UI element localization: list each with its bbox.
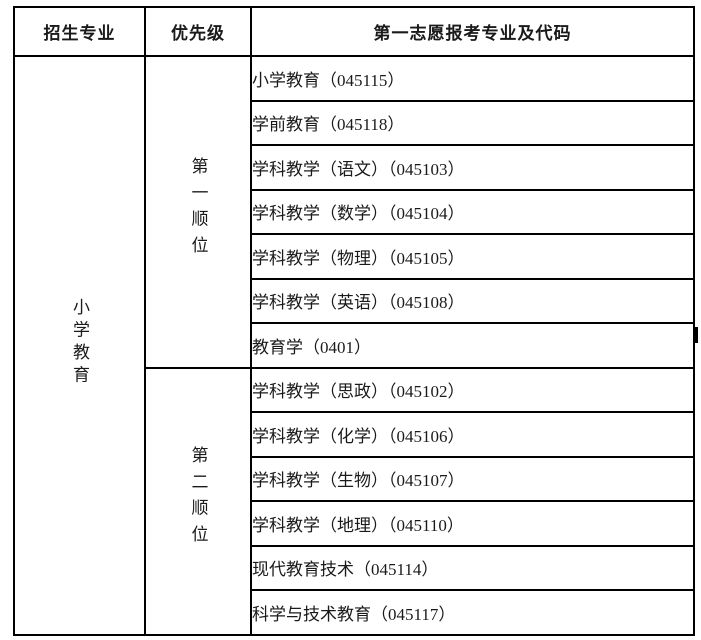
header-admission-major: 招生专业 — [13, 6, 146, 57]
priority-first-vertical-label: 第一顺位 — [188, 156, 208, 262]
major-option: 学科教学（数学）（045104） — [250, 188, 695, 235]
major-option: 现代教育技术（045114） — [250, 544, 695, 591]
major-option: 学科教学（语文）（045103） — [250, 144, 695, 191]
table-row: 学科教学（地理）（045110） — [14, 500, 695, 547]
priority-second-cell: 第二顺位 — [144, 366, 252, 636]
major-option: 小学教育（045115） — [250, 55, 695, 102]
table-header-row: 招生专业 优先级 第一志愿报考专业及代码 — [13, 6, 695, 57]
admission-majors-table: 招生专业 优先级 第一志愿报考专业及代码 小学教育 第一顺位 小学教育（0451… — [13, 6, 695, 636]
table-row: 学科教学（英语）（045108） — [14, 277, 695, 324]
table-row: 学科教学（物理）（045105） — [14, 233, 695, 280]
admission-major-vertical-label: 小学教育 — [70, 297, 89, 388]
table-row: 学科教学（生物）（045107） — [14, 455, 695, 502]
table-row: 学科教学（化学）（045106） — [14, 411, 695, 458]
table-row: 科学与技术教育（045117） — [14, 589, 695, 636]
major-option: 学科教学（物理）（045105） — [250, 233, 695, 280]
table-row: 现代教育技术（045114） — [14, 544, 695, 591]
major-option: 学科教学（思政）（045102） — [250, 366, 695, 413]
major-option: 学科教学（化学）（045106） — [250, 411, 695, 458]
major-option: 学科教学（地理）（045110） — [250, 500, 695, 547]
table-row: 学前教育（045118） — [14, 99, 695, 146]
major-option: 学科教学（英语）（045108） — [250, 277, 695, 324]
major-option: 科学与技术教育（045117） — [250, 589, 695, 636]
major-option: 学前教育（045118） — [250, 99, 695, 146]
table-row: 第二顺位 学科教学（思政）（045102） — [14, 366, 695, 636]
header-first-choice: 第一志愿报考专业及代码 — [250, 6, 695, 57]
table-row: 学科教学（语文）（045103） — [14, 144, 695, 191]
header-priority: 优先级 — [144, 6, 252, 57]
table-row: 教育学（0401） — [14, 322, 695, 369]
major-option: 教育学（0401） — [250, 322, 695, 369]
table-row: 学科教学（数学）（045104） — [14, 188, 695, 235]
priority-second-vertical-label: 第二顺位 — [188, 445, 208, 552]
text-cursor — [694, 327, 698, 343]
table-row: 小学教育 第一顺位 小学教育（045115） — [13, 55, 695, 636]
major-option: 学科教学（生物）（045107） — [250, 455, 695, 502]
admission-major-cell: 小学教育 — [13, 55, 146, 636]
priority-first-cell: 第一顺位 — [144, 55, 252, 369]
